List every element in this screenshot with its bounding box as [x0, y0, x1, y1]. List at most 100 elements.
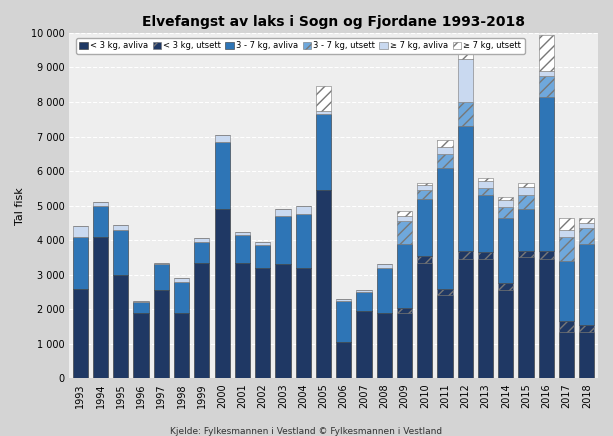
Bar [519, 187, 534, 195]
Bar [376, 313, 392, 378]
Bar [295, 268, 311, 378]
Bar [519, 183, 534, 187]
Bar [255, 268, 270, 378]
Bar [579, 223, 595, 228]
Bar [559, 332, 574, 378]
Bar [356, 311, 371, 378]
Bar [417, 255, 432, 262]
Bar [397, 216, 412, 221]
Bar [134, 313, 149, 378]
Bar [458, 59, 473, 102]
Bar [194, 238, 210, 242]
Bar [93, 202, 108, 206]
Bar [417, 190, 432, 199]
Bar [458, 102, 473, 126]
Bar [316, 190, 331, 378]
Y-axis label: Tal fisk: Tal fisk [15, 187, 25, 225]
Bar [113, 230, 129, 275]
Bar [498, 208, 514, 218]
Bar [539, 259, 554, 378]
Bar [154, 264, 169, 290]
Bar [458, 251, 473, 259]
Bar [336, 342, 351, 378]
Bar [579, 228, 595, 244]
Bar [519, 257, 534, 378]
Bar [559, 261, 574, 321]
Bar [255, 242, 270, 245]
Bar [519, 195, 534, 209]
Bar [559, 230, 574, 237]
Bar [316, 114, 331, 190]
Bar [397, 313, 412, 378]
Bar [194, 242, 210, 262]
Bar [295, 206, 311, 214]
Bar [134, 302, 149, 313]
Bar [397, 221, 412, 244]
Bar [519, 209, 534, 251]
Bar [397, 211, 412, 216]
Bar [438, 167, 452, 289]
Bar [356, 290, 371, 292]
Bar [174, 313, 189, 378]
Bar [174, 282, 189, 313]
Bar [438, 147, 452, 154]
Bar [478, 178, 493, 181]
Bar [316, 86, 331, 111]
Bar [417, 262, 432, 378]
Bar [417, 185, 432, 190]
Bar [376, 264, 392, 268]
Bar [397, 307, 412, 313]
Bar [438, 154, 452, 167]
Bar [438, 140, 452, 147]
Bar [356, 292, 371, 311]
Bar [215, 142, 230, 209]
Bar [255, 245, 270, 268]
Bar [559, 237, 574, 261]
Title: Elvefangst av laks i Sogn og Fjordane 1993-2018: Elvefangst av laks i Sogn og Fjordane 19… [142, 15, 525, 29]
Bar [235, 235, 250, 262]
Bar [559, 218, 574, 230]
Bar [73, 237, 88, 289]
Bar [498, 283, 514, 290]
Bar [579, 332, 595, 378]
Bar [235, 262, 250, 378]
Bar [93, 237, 108, 378]
Bar [438, 296, 452, 378]
Bar [539, 76, 554, 97]
Bar [539, 35, 554, 71]
Bar [498, 201, 514, 208]
Bar [458, 259, 473, 378]
Bar [154, 262, 169, 264]
Bar [134, 300, 149, 302]
Bar [458, 126, 473, 251]
Bar [559, 321, 574, 332]
Bar [73, 226, 88, 237]
Bar [336, 299, 351, 300]
Bar [539, 97, 554, 251]
Bar [316, 111, 331, 114]
Bar [336, 300, 351, 342]
Bar [154, 290, 169, 378]
Bar [215, 135, 230, 142]
Bar [519, 251, 534, 257]
Bar [478, 252, 493, 259]
Bar [458, 45, 473, 59]
Bar [478, 181, 493, 188]
Bar [579, 325, 595, 332]
Bar [113, 225, 129, 230]
Bar [113, 275, 129, 378]
Bar [397, 244, 412, 307]
Legend: < 3 kg, avliva, < 3 kg, utsett, 3 - 7 kg, avliva, 3 - 7 kg, utsett, ≥ 7 kg, avli: < 3 kg, avliva, < 3 kg, utsett, 3 - 7 kg… [76, 38, 525, 54]
Bar [73, 289, 88, 378]
Bar [376, 268, 392, 313]
Bar [295, 214, 311, 268]
Bar [498, 290, 514, 378]
Bar [438, 289, 452, 296]
Bar [478, 195, 493, 252]
Bar [498, 197, 514, 201]
Bar [539, 251, 554, 259]
Bar [275, 209, 291, 216]
Bar [478, 259, 493, 378]
Bar [93, 206, 108, 237]
Bar [275, 264, 291, 378]
